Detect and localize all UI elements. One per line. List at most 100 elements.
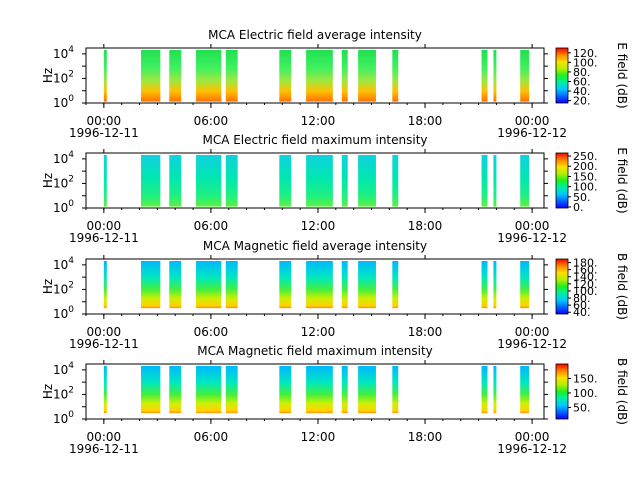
panel-2: MCA Electric field maximum intensityHz10… [41, 133, 629, 245]
data-strip [196, 50, 222, 102]
data-strip [358, 261, 376, 309]
data-strip [520, 155, 530, 207]
data-strip [392, 50, 399, 102]
colorbar-tick-label: 250. [573, 150, 598, 163]
colorbar-tick-label: 100. [573, 56, 598, 69]
y-tick-label: 104 [53, 45, 74, 61]
y-tick-label: 102 [53, 174, 74, 190]
data-strip [358, 50, 376, 102]
data-strip [520, 366, 530, 414]
colorbar-tick-label: 120. [573, 47, 598, 60]
data-strip [141, 261, 161, 309]
data-strip [358, 366, 376, 414]
x-date-label: 1996-12-11 [69, 231, 139, 245]
colorbar-tick-label: 60. [573, 299, 591, 312]
data-strip [493, 155, 497, 207]
y-tick-label: 100 [53, 305, 74, 321]
panel-title: MCA Electric field maximum intensity [202, 133, 427, 147]
colorbar [555, 363, 569, 420]
data-strip [306, 50, 333, 102]
x-tick-label: 06:00 [194, 325, 229, 339]
colorbar [555, 152, 569, 209]
data-strip [169, 50, 182, 102]
data-strip [141, 366, 161, 414]
colorbar [555, 258, 569, 315]
data-strip [169, 366, 182, 414]
panel-title: MCA Electric field average intensity [208, 28, 422, 42]
data-strip [358, 155, 376, 207]
y-tick-label: 102 [53, 280, 74, 296]
data-strip [306, 155, 333, 207]
y-tick-label: 104 [53, 150, 74, 166]
data-strip [481, 366, 488, 414]
plot-frame [85, 47, 545, 104]
y-tick-label: 102 [53, 69, 74, 85]
data-strip [392, 261, 399, 309]
data-strip [103, 261, 107, 309]
x-tick-label: 12:00 [301, 430, 336, 444]
colorbar-label: E field (dB) [615, 42, 629, 108]
y-tick-label: 100 [53, 199, 74, 215]
data-strip [196, 366, 222, 414]
panel-1: MCA Electric field average intensityHz10… [41, 28, 629, 140]
x-date-label: 1996-12-11 [69, 442, 139, 456]
y-axis-label: Hz [41, 384, 55, 399]
y-tick-label: 102 [53, 385, 74, 401]
colorbar-tick-label: 80. [573, 292, 591, 305]
data-strip [520, 50, 530, 102]
y-axis-label: Hz [41, 279, 55, 294]
x-tick-label: 12:00 [301, 114, 336, 128]
x-tick-label: 12:00 [301, 219, 336, 233]
data-strip [225, 366, 238, 414]
x-date-label: 1996-12-11 [69, 337, 139, 351]
x-tick-label: 18:00 [408, 219, 443, 233]
data-strip [493, 261, 497, 309]
data-strip [481, 50, 488, 102]
data-strip [169, 261, 182, 309]
panel-4: MCA Magnetic field maximum intensity Hz10… [41, 344, 629, 456]
data-strip [169, 155, 182, 207]
data-strip [279, 50, 292, 102]
data-strip [520, 261, 530, 309]
x-tick-label: 00:00 [515, 430, 550, 444]
colorbar-tick-label: 60. [573, 75, 591, 88]
x-date-label: 1996-12-12 [497, 442, 567, 456]
x-tick-label: 18:00 [408, 430, 443, 444]
data-strip [141, 155, 161, 207]
data-strip [481, 155, 488, 207]
panel-title: MCA Magnetic field average intensity [203, 239, 427, 253]
data-strip [279, 261, 292, 309]
data-strip [341, 155, 348, 207]
colorbar-tick-label: 50. [573, 191, 591, 204]
data-strip [341, 261, 348, 309]
y-axis-label: Hz [41, 173, 55, 188]
x-tick-label: 06:00 [194, 430, 229, 444]
colorbar-tick-label: 100. [573, 181, 598, 194]
colorbar [555, 47, 569, 104]
data-strip [141, 50, 161, 102]
x-tick-label: 18:00 [408, 114, 443, 128]
colorbar-label: E field (dB) [615, 147, 629, 213]
x-date-label: 1996-12-12 [497, 126, 567, 140]
colorbar-tick-label: 150. [573, 170, 598, 183]
x-tick-label: 00:00 [515, 325, 550, 339]
colorbar-tick-label: 40. [573, 85, 591, 98]
colorbar-tick-label: 80. [573, 66, 591, 79]
panel-title: MCA Magnetic field maximum intensity [197, 344, 433, 358]
y-axis-label: Hz [41, 68, 55, 83]
x-tick-label: 18:00 [408, 325, 443, 339]
data-strip [225, 261, 238, 309]
data-strip [279, 155, 292, 207]
data-strip [103, 366, 107, 414]
colorbar-tick-label: 180. [573, 257, 598, 270]
y-tick-label: 104 [53, 256, 74, 272]
data-strip [225, 50, 238, 102]
data-strip [493, 366, 497, 414]
x-tick-label: 00:00 [87, 325, 122, 339]
plot-frame [85, 258, 545, 315]
data-strip [392, 366, 399, 414]
colorbar-tick-label: 100. [573, 285, 598, 298]
data-strip [306, 261, 333, 309]
data-strip [341, 50, 348, 102]
